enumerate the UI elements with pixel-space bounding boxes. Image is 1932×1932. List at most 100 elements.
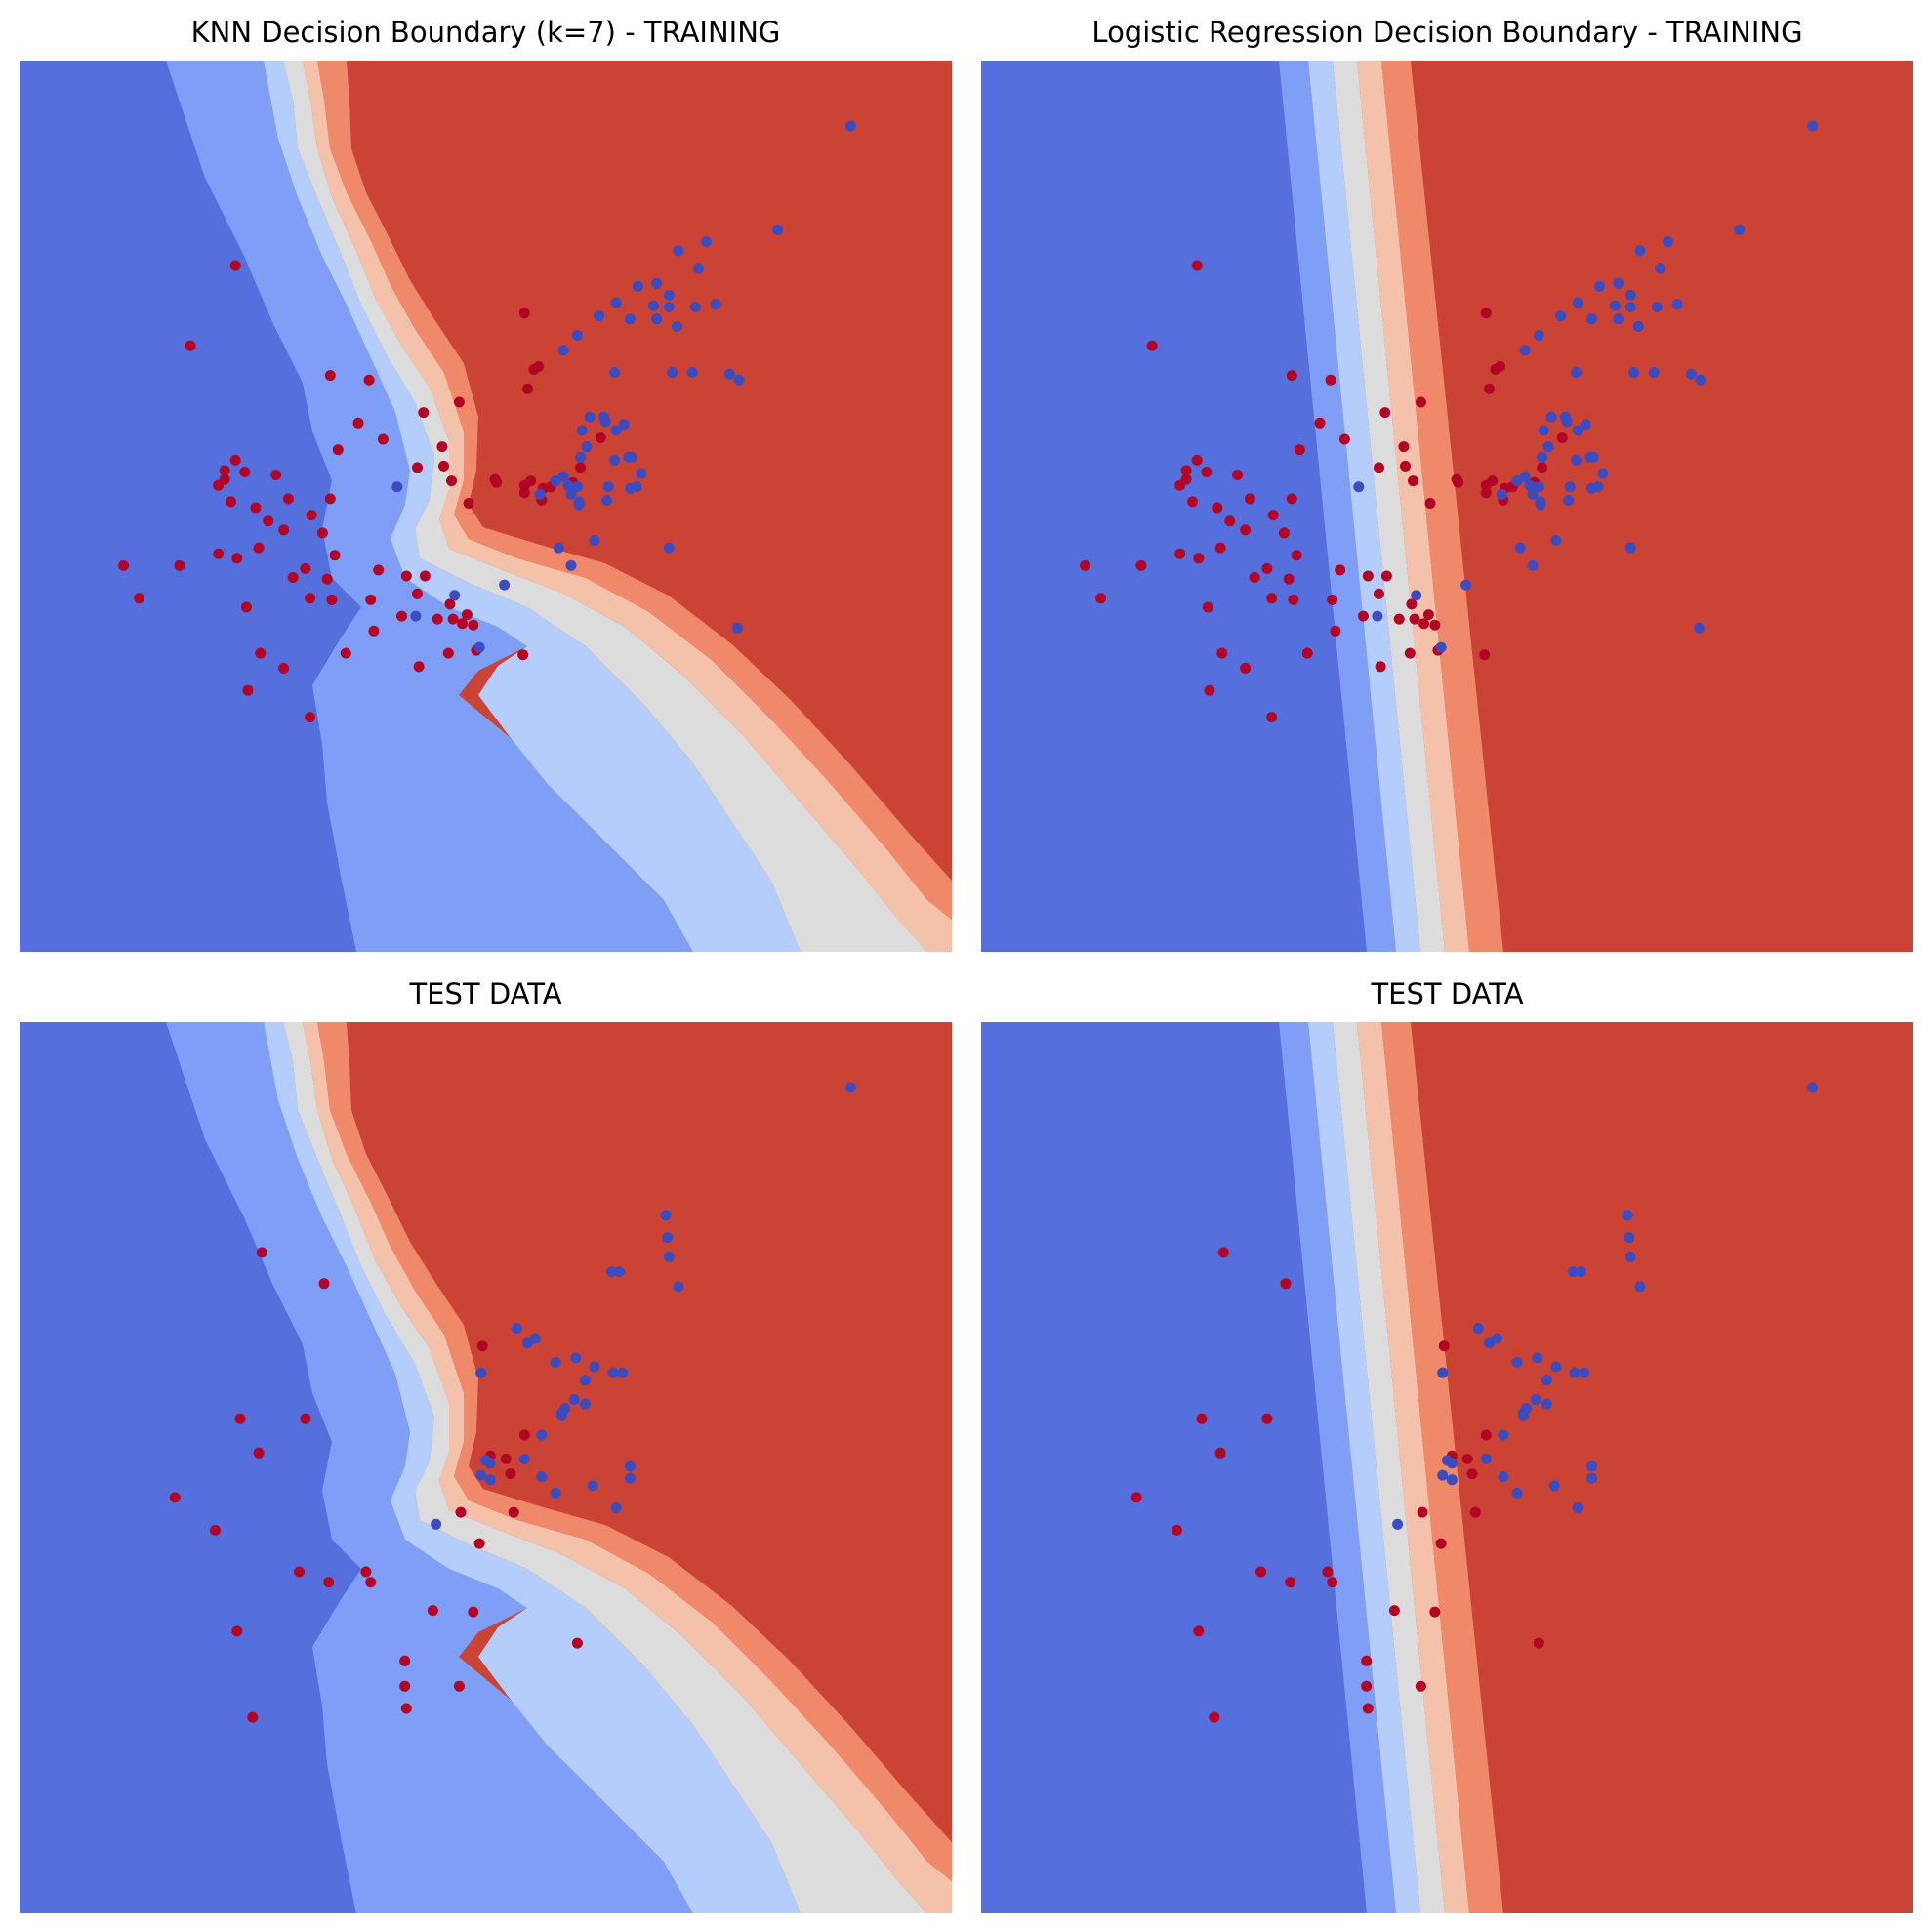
- scatter-point-class1: [250, 502, 262, 514]
- scatter-point-class1: [518, 1429, 530, 1441]
- scatter-point-class1: [1204, 684, 1215, 696]
- scatter-point-class0: [1460, 579, 1472, 591]
- scatter-point-class1: [239, 467, 251, 477]
- scatter-point-class1: [278, 524, 290, 536]
- scatter-point-class1: [1301, 647, 1313, 659]
- scatter-point-class0: [1511, 475, 1523, 487]
- scatter-point-class1: [185, 340, 196, 351]
- scatter-point-class0: [410, 610, 422, 622]
- scatter-point-class1: [1406, 598, 1418, 610]
- chart-title: TEST DATA: [1371, 977, 1524, 1010]
- scatter-point-class0: [710, 299, 721, 310]
- scatter-point-class1: [1201, 467, 1213, 477]
- scatter-point-class0: [1511, 1357, 1523, 1368]
- scatter-point-class1: [300, 562, 311, 574]
- scatter-point-class1: [210, 1524, 221, 1536]
- scatter-point-class1: [1314, 417, 1326, 429]
- scatter-point-class1: [1479, 649, 1491, 661]
- scatter-point-class0: [1613, 277, 1624, 289]
- scatter-point-class1: [396, 610, 407, 622]
- scatter-point-class1: [1266, 593, 1278, 604]
- scatter-point-class0: [667, 367, 678, 378]
- scatter-point-class1: [436, 441, 448, 453]
- chart-title: KNN Decision Boundary (k=7) - TRAINING: [190, 16, 781, 49]
- scatter-point-class1: [1362, 1703, 1374, 1714]
- scatter-point-class1: [247, 1711, 259, 1723]
- scatter-point-class1: [174, 559, 185, 571]
- scatter-point-class0: [1586, 1472, 1597, 1484]
- scatter-point-class1: [453, 396, 465, 408]
- scatter-point-class0: [686, 367, 698, 378]
- scatter-point-class0: [529, 1333, 541, 1344]
- scatter-point-class1: [1224, 515, 1236, 527]
- scatter-point-class0: [1594, 280, 1605, 292]
- scatter-point-class1: [365, 1577, 377, 1588]
- scatter-point-class0: [1511, 1487, 1523, 1499]
- scatter-point-class1: [1404, 647, 1416, 659]
- scatter-point-class0: [1533, 330, 1544, 341]
- scatter-point-class1: [1330, 625, 1341, 637]
- scatter-point-class0: [557, 345, 569, 356]
- scatter-point-class0: [391, 481, 403, 493]
- scatter-point-class1: [1453, 476, 1464, 488]
- scatter-point-class1: [518, 308, 530, 319]
- scatter-point-class0: [1532, 1352, 1543, 1364]
- scatter-point-class0: [550, 1487, 561, 1499]
- scatter-point-class0: [610, 297, 622, 308]
- scatter-point-class1: [1180, 465, 1192, 476]
- scatter-point-class0: [1571, 367, 1583, 378]
- scatter-point-class1: [1374, 588, 1384, 599]
- scatter-point-class1: [1327, 1577, 1338, 1588]
- scatter-point-class1: [1429, 619, 1441, 631]
- scatter-point-class0: [1624, 542, 1636, 554]
- scatter-point-class1: [400, 570, 412, 582]
- scatter-point-class1: [1480, 308, 1492, 319]
- decision-region-band: [1308, 61, 1420, 952]
- scatter-point-class1: [1240, 662, 1252, 674]
- scatter-point-class1: [1291, 550, 1302, 561]
- scatter-point-class1: [213, 548, 225, 559]
- scatter-point-class0: [1392, 1518, 1404, 1530]
- scatter-point-class1: [226, 496, 236, 508]
- decision-region-band: [1357, 1022, 1469, 1913]
- decision-region-band: [1381, 61, 1503, 952]
- scatter-point-class1: [1415, 1680, 1426, 1692]
- scatter-point-class0: [1496, 488, 1507, 500]
- scatter-point-class0: [579, 1398, 591, 1410]
- scatter-point-class0: [570, 1352, 582, 1364]
- scatter-point-class1: [491, 476, 503, 488]
- chart-title: TEST DATA: [409, 977, 562, 1010]
- decision-region-band: [1411, 1022, 1913, 1913]
- scatter-point-class1: [438, 460, 449, 472]
- scatter-point-class0: [689, 302, 701, 313]
- scatter-point-class0: [636, 468, 647, 479]
- scatter-point-class0: [663, 302, 675, 313]
- scatter-point-class0: [625, 1460, 636, 1472]
- decision-region-band: [166, 1022, 703, 1913]
- chart-panel-logistic-test: TEST DATA: [981, 971, 1913, 1913]
- scatter-point-class0: [1628, 367, 1639, 378]
- scatter-point-class1: [253, 1447, 265, 1459]
- scatter-point-class0: [673, 245, 684, 257]
- scatter-point-class1: [318, 1278, 330, 1290]
- scatter-point-class1: [1174, 548, 1186, 559]
- scatter-point-class1: [453, 1680, 465, 1692]
- scatter-point-class0: [475, 1367, 487, 1378]
- scatter-point-class0: [576, 425, 588, 436]
- scatter-point-class0: [1624, 289, 1636, 301]
- scatter-point-class0: [1624, 302, 1636, 313]
- scatter-point-class0: [536, 1429, 548, 1441]
- scatter-point-class0: [1693, 622, 1705, 634]
- scatter-point-class1: [1398, 441, 1410, 453]
- scatter-point-class1: [1424, 498, 1436, 509]
- scatter-point-class0: [1624, 1232, 1635, 1244]
- scatter-point-class0: [1579, 1367, 1590, 1378]
- scatter-point-class0: [568, 1394, 580, 1405]
- scatter-point-class1: [468, 1606, 479, 1618]
- scatter-point-class0: [1537, 451, 1548, 463]
- scatter-point-class0: [1548, 1480, 1560, 1492]
- scatter-point-class0: [1530, 1394, 1541, 1405]
- scatter-point-class0: [594, 310, 605, 322]
- scatter-point-class1: [1288, 594, 1299, 605]
- decision-region-band: [981, 61, 1367, 952]
